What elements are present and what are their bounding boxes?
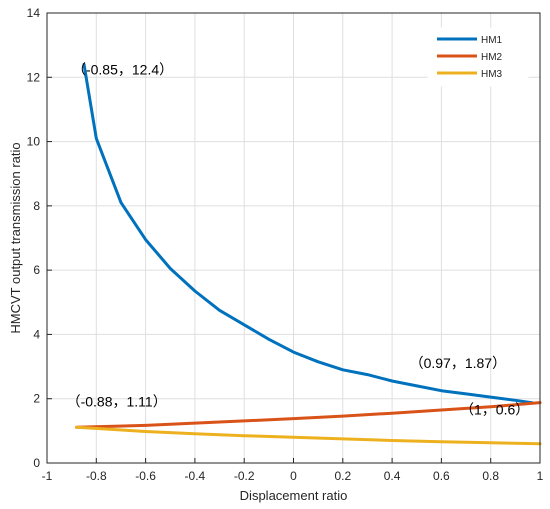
legend: HM1 HM2 HM3 — [427, 27, 529, 87]
y-tick-label: 14 — [27, 6, 41, 20]
series-line-hm3 — [75, 425, 542, 446]
y-tick-label: 0 — [33, 456, 40, 470]
x-tick-label: -0.6 — [135, 469, 156, 483]
annotation-start-point: （-0.88，1.11） — [67, 393, 167, 409]
x-axis-label: Displacement ratio — [240, 488, 348, 503]
x-axis-ticks: -1 -0.8 -0.6 -0.4 -0.2 0 0.2 0.4 0.6 0.8 1 — [42, 458, 544, 483]
y-tick-label: 12 — [27, 70, 41, 84]
annotation-hm3-end: （1，0.6） — [460, 402, 529, 418]
annotation-hm1-start: （-0.85，12.4） — [72, 61, 173, 77]
y-axis-ticks: 0 2 4 6 8 10 12 14 — [27, 6, 52, 470]
y-tick-label: 10 — [27, 135, 41, 149]
x-tick-label: -1 — [42, 469, 53, 483]
legend-label-hm1: HM1 — [481, 35, 503, 46]
x-tick-label: -0.2 — [234, 469, 255, 483]
annotation-hm1-end: （0.97，1.87） — [410, 355, 507, 371]
x-tick-label: -0.4 — [185, 469, 206, 483]
y-tick-label: 8 — [33, 199, 40, 213]
legend-label-hm3: HM3 — [481, 69, 503, 80]
series-lines — [75, 62, 542, 446]
x-tick-label: 0 — [290, 469, 297, 483]
legend-label-hm2: HM2 — [481, 52, 503, 63]
y-tick-label: 2 — [33, 392, 40, 406]
series-line-hm1 — [82, 62, 535, 405]
x-tick-label: 1 — [537, 469, 544, 483]
y-tick-label: 4 — [33, 327, 40, 341]
series-line-hm2 — [75, 401, 542, 429]
y-axis-label: HMCVT output transmission ratio — [8, 142, 23, 333]
x-tick-label: 0.6 — [433, 469, 450, 483]
x-tick-label: -0.8 — [86, 469, 107, 483]
x-tick-label: 0.4 — [384, 469, 401, 483]
y-tick-label: 6 — [33, 263, 40, 277]
x-tick-label: 0.8 — [482, 469, 499, 483]
x-tick-label: 0.2 — [334, 469, 351, 483]
